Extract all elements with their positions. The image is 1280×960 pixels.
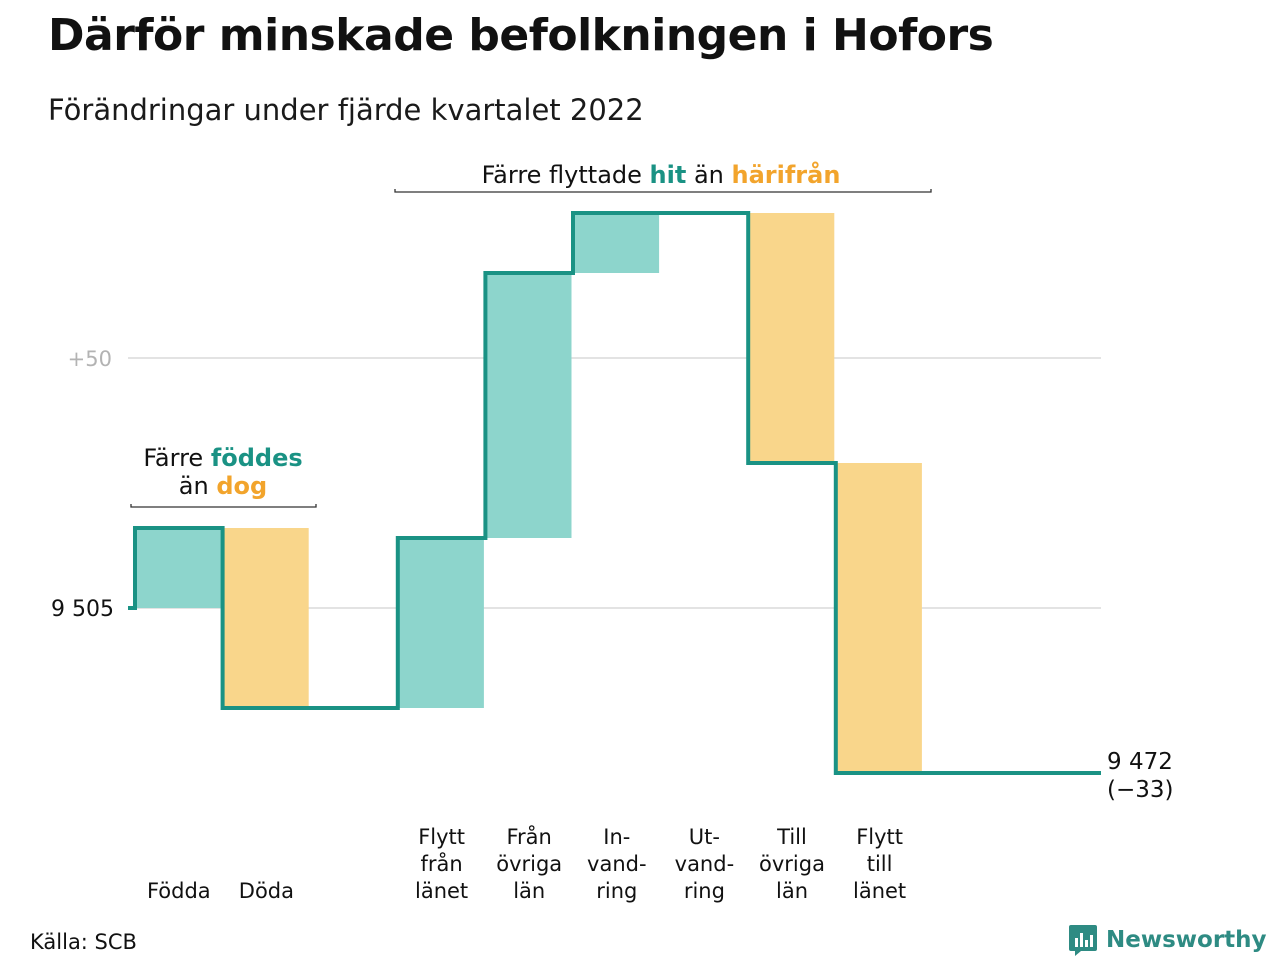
brand-logo[interactable]: Newsworthy	[1068, 922, 1267, 958]
category-label: länet	[853, 879, 906, 903]
category-label: övriga	[759, 852, 825, 876]
category-label: övriga	[496, 852, 562, 876]
category-label: vand-	[675, 852, 735, 876]
category-label: länet	[415, 879, 468, 903]
annotation-moves: Färre flyttade hit än härifrån	[482, 160, 841, 189]
category-label: från	[420, 851, 462, 876]
annotation-bracket-births	[130, 504, 317, 508]
brand-name: Newsworthy	[1106, 927, 1267, 953]
waterfall-bar	[749, 213, 835, 463]
waterfall-bar	[574, 213, 660, 273]
category-label: ring	[684, 879, 725, 903]
bar-chart-bubble-icon	[1069, 925, 1097, 956]
category-label: Döda	[239, 879, 294, 903]
waterfall-bar	[399, 538, 484, 708]
annotation-births-line2: än dog	[179, 472, 267, 500]
category-label: Till	[776, 825, 807, 849]
waterfall-bar	[486, 273, 572, 538]
category-label: Ut-	[689, 825, 720, 849]
category-label: Flytt	[418, 825, 465, 849]
category-label: Flytt	[856, 825, 903, 849]
end-value-label: 9 472	[1107, 749, 1173, 775]
waterfall-bar	[136, 528, 222, 608]
source-note: Källa: SCB	[30, 930, 137, 954]
y-tick-label: 9 505	[51, 597, 114, 622]
y-tick-label: +50	[68, 347, 112, 371]
category-label: Födda	[147, 879, 211, 903]
waterfall-bar	[837, 463, 922, 773]
annotation-births-line1: Färre föddes	[143, 444, 302, 472]
category-label: ring	[596, 879, 637, 903]
category-label: till	[867, 852, 893, 876]
category-label: vand-	[587, 852, 647, 876]
category-label: In-	[603, 825, 630, 849]
chart-subtitle: Förändringar under fjärde kvartalet 2022	[48, 93, 644, 127]
annotation-bracket-moves	[394, 189, 932, 193]
chart-title: Därför minskade befolkningen i Hofors	[48, 10, 994, 61]
category-label: Från	[507, 824, 552, 849]
category-label: län	[776, 879, 808, 903]
cumulative-line	[128, 211, 1101, 775]
end-change-label: (−33)	[1107, 777, 1173, 803]
waterfall-bar	[224, 528, 309, 708]
category-label: län	[513, 879, 545, 903]
